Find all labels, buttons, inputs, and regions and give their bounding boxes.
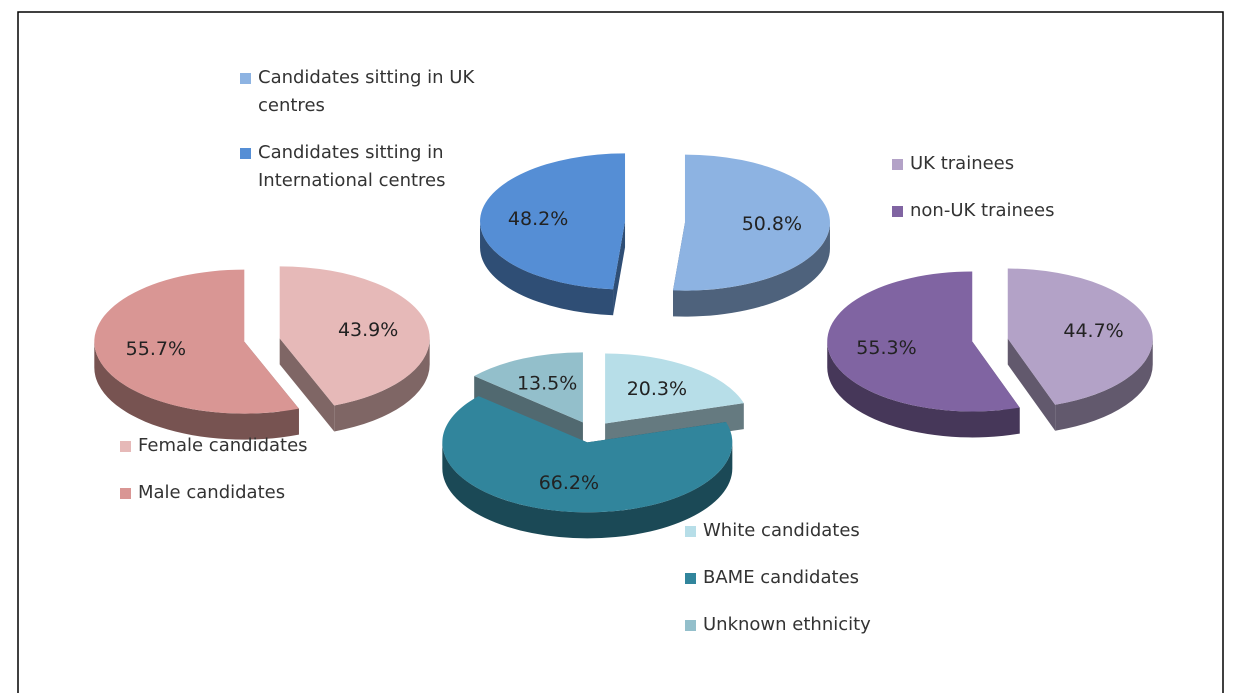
legend-label: White candidates: [703, 520, 860, 541]
data-label: 20.3%: [627, 378, 687, 400]
legend: Female candidates Male candidates: [120, 432, 380, 526]
pie-slice: [442, 396, 733, 513]
data-label: 44.7%: [1063, 320, 1123, 342]
legend-swatch: [240, 73, 251, 84]
pie-tops: [94, 153, 1153, 513]
legend-swatch: [892, 159, 903, 170]
pie-slice-side: [442, 442, 733, 539]
legend-label: non-UK trainees: [910, 200, 1055, 221]
legend-swatch: [120, 488, 131, 499]
pie-slice-wall: [279, 338, 335, 432]
legend-item: Candidates sitting in UK centres: [240, 64, 480, 120]
pie-slice-side: [1055, 338, 1153, 431]
legend-label: Male candidates: [138, 482, 286, 503]
legend-swatch: [892, 206, 903, 217]
legend-item: Unknown ethnicity: [685, 611, 945, 639]
pie-slice: [94, 269, 299, 414]
legend-label: Female candidates: [138, 435, 308, 456]
pie-slice-wall: [1007, 338, 1056, 431]
data-label: 48.2%: [508, 208, 568, 230]
legend-swatch: [685, 573, 696, 584]
data-label: 66.2%: [539, 472, 599, 494]
legend-label: Unknown ethnicity: [703, 614, 871, 635]
pie-slice-wall: [613, 221, 626, 316]
pie-slice-side: [827, 341, 1020, 438]
pie-labels: 50.8% 48.2% 43.9% 55.7% 20.3% 66.2% 13.5% 44.7%…: [126, 208, 1124, 494]
legend-swatch: [120, 441, 131, 452]
legend-label: UK trainees: [910, 153, 1015, 174]
pie-slice-side: [94, 341, 299, 440]
legend-label: Candidates sitting in International cent…: [258, 142, 446, 191]
pie-slice: [673, 154, 830, 291]
pie-slice-side: [334, 338, 430, 432]
pie-slice: [279, 266, 430, 406]
pie-slice: [827, 271, 1020, 412]
legend: Candidates sitting in UK centres Candidat…: [240, 64, 480, 214]
legend-item: White candidates: [685, 517, 945, 545]
legend-swatch: [240, 148, 251, 159]
legend-label: Candidates sitting in UK centres: [258, 67, 475, 116]
pie-slice: [480, 153, 626, 290]
legend-item: Male candidates: [120, 479, 380, 507]
legend-item: BAME candidates: [685, 564, 945, 592]
data-label: 50.8%: [742, 213, 802, 235]
pie-slice-side: [480, 221, 614, 316]
data-label: 55.3%: [856, 337, 916, 359]
legend: UK trainees non-UK trainees: [892, 150, 1152, 244]
pie-slice: [605, 353, 744, 424]
data-label: 13.5%: [517, 373, 577, 395]
legend-item: UK trainees: [892, 150, 1152, 178]
pie-slice: [1007, 268, 1153, 405]
legend-label: BAME candidates: [703, 567, 860, 588]
legend-item: Candidates sitting in International cent…: [240, 139, 480, 195]
data-label: 43.9%: [338, 319, 398, 341]
pie-slice-side: [673, 222, 830, 317]
legend: White candidates BAME candidates Unknown e…: [685, 517, 945, 658]
pie-slice: [474, 352, 583, 423]
legend-swatch: [685, 620, 696, 631]
legend-item: Female candidates: [120, 432, 380, 460]
legend-item: non-UK trainees: [892, 197, 1152, 225]
chart-border: [17, 11, 1224, 693]
data-label: 55.7%: [126, 338, 186, 360]
legend-swatch: [685, 526, 696, 537]
